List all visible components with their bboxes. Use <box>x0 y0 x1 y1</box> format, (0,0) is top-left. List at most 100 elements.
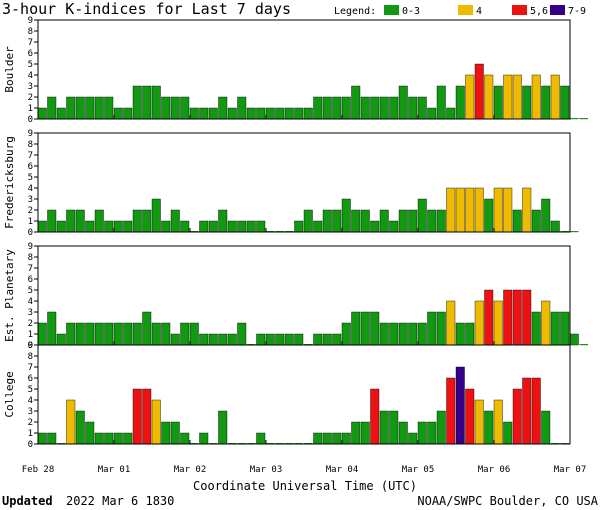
legend-swatch-7-9 <box>550 5 565 15</box>
bar: 2 <box>180 96 190 120</box>
bar: 2 <box>322 209 332 233</box>
bar: 1 <box>218 333 228 346</box>
credit: NOAA/SWPC Boulder, CO USA <box>417 494 598 508</box>
bar: 1 <box>199 107 209 120</box>
y-tick-label: 7 <box>28 151 33 161</box>
bar: 4 <box>512 74 522 120</box>
footer: Updated 2022 Mar 6 1830 NOAA/SWPC Boulde… <box>2 494 599 508</box>
y-tick-label: 4 <box>28 297 33 307</box>
bar: 1 <box>208 220 218 233</box>
bar: 3 <box>550 311 560 346</box>
panel-boulder: 1212222211333222111212111111122223222232… <box>3 16 588 125</box>
bar: 3 <box>541 198 551 233</box>
y-tick-label: 9 <box>28 242 33 252</box>
bar: 5 <box>512 289 522 346</box>
bar: 1 <box>47 432 57 445</box>
bar: 3 <box>531 311 541 346</box>
bar: 2 <box>123 322 133 346</box>
bar: 2 <box>94 322 104 346</box>
bar: 4 <box>455 187 465 233</box>
y-tick-label: 9 <box>28 16 33 26</box>
updated-time: 2022 Mar 6 1830 <box>66 494 174 508</box>
bar: 1 <box>208 107 218 120</box>
bar: 2 <box>417 96 427 120</box>
legend-swatch-4 <box>458 5 473 15</box>
y-tick-label: 2 <box>28 319 33 329</box>
bar: 2 <box>132 209 142 233</box>
bar: 4 <box>503 187 513 233</box>
y-tick-label: 3 <box>28 407 33 417</box>
bar: 2 <box>170 209 180 233</box>
y-tick-label: 9 <box>28 129 33 139</box>
bar: 2 <box>427 209 437 233</box>
bar: 1 <box>208 333 218 346</box>
panel-label-college: College <box>3 371 16 417</box>
bar: 2 <box>75 96 85 120</box>
bar: 2 <box>503 421 513 445</box>
bar: 2 <box>161 421 171 445</box>
bar: 1 <box>341 432 351 445</box>
bar: 5 <box>142 388 152 445</box>
bar: 1 <box>265 333 275 346</box>
bar: 2 <box>322 96 332 120</box>
x-tick-label: Mar 06 <box>478 465 511 475</box>
bar: 1 <box>227 333 237 346</box>
bar: 3 <box>484 198 494 233</box>
bar: 3 <box>541 85 551 120</box>
bar: 1 <box>199 432 209 445</box>
y-tick-label: 1 <box>28 429 33 439</box>
bar: 2 <box>370 96 380 120</box>
y-tick-label: 4 <box>28 184 33 194</box>
bar: 2 <box>47 96 57 120</box>
bar: 1 <box>265 107 275 120</box>
bar: 1 <box>189 107 199 120</box>
bar: 0 <box>570 118 579 120</box>
bar: 2 <box>75 322 85 346</box>
y-tick-label: 4 <box>28 71 33 81</box>
bar: 4 <box>522 187 532 233</box>
bar: 4 <box>550 74 560 120</box>
x-tick-label: Mar 02 <box>174 465 207 475</box>
bar: 2 <box>351 209 361 233</box>
y-tick-label: 0 <box>28 228 33 238</box>
bar: 3 <box>493 85 503 120</box>
bar: 1 <box>284 333 294 346</box>
legend-swatch-0-3 <box>384 5 399 15</box>
bar: 2 <box>512 209 522 233</box>
bar: 1 <box>275 107 285 120</box>
bar: 1 <box>37 432 47 445</box>
legend-label-4: 4 <box>476 6 482 17</box>
bar: 2 <box>66 96 76 120</box>
panel-fredericksburg: 1212212111223121011211110001212232212122… <box>3 129 579 238</box>
bar: 2 <box>360 96 370 120</box>
bar: 2 <box>189 322 199 346</box>
bar: 2 <box>47 209 57 233</box>
bar: 4 <box>474 187 484 233</box>
bar: 1 <box>370 220 380 233</box>
y-tick-label: 9 <box>28 341 33 351</box>
bar: 1 <box>123 432 133 445</box>
bar: 3 <box>417 198 427 233</box>
y-tick-label: 2 <box>28 418 33 428</box>
bar: 2 <box>427 421 437 445</box>
bar: 1 <box>56 220 66 233</box>
y-tick-label: 4 <box>28 396 33 406</box>
y-tick-label: 0 <box>28 341 33 351</box>
bar: 4 <box>474 399 484 445</box>
bar: 3 <box>151 198 161 233</box>
bar: 2 <box>531 209 541 233</box>
bar: 1 <box>104 220 114 233</box>
bar: 3 <box>151 85 161 120</box>
bar: 2 <box>389 322 399 346</box>
bar: 2 <box>389 96 399 120</box>
bar: 2 <box>237 322 247 346</box>
bar: 4 <box>465 74 475 120</box>
bar: 1 <box>256 432 266 445</box>
y-tick-label: 6 <box>28 162 33 172</box>
bar: 2 <box>408 209 418 233</box>
chart-title: 3-hour K-indices for Last 7 days <box>2 0 291 18</box>
x-tick-label: Feb 28 <box>22 465 55 475</box>
bar: 2 <box>104 96 114 120</box>
bar: 1 <box>294 333 304 346</box>
